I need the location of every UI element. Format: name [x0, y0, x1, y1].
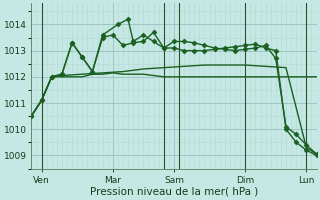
X-axis label: Pression niveau de la mer( hPa ): Pression niveau de la mer( hPa ): [90, 187, 258, 197]
